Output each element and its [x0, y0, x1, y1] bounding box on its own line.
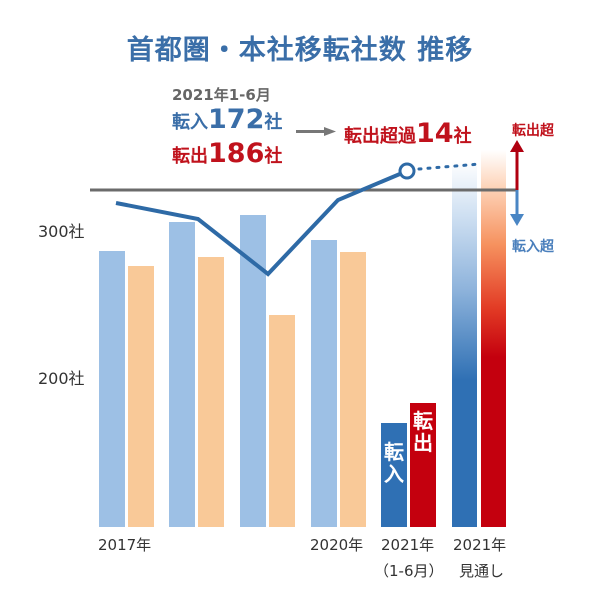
- annotation-excess: 転出超過14社: [344, 118, 472, 149]
- annotation-excess-label: 転出超過: [344, 126, 416, 147]
- annotation-excess-value: 14: [416, 118, 454, 149]
- annotation-in: 転入172社: [172, 104, 282, 135]
- x-label-2021h1: 2021年: [381, 536, 435, 554]
- net-trend-marker: [398, 162, 416, 180]
- x-label-2017: 2017年: [98, 536, 152, 554]
- bar-2021-forecast-out: [481, 150, 506, 527]
- arrow-right-icon: [296, 127, 336, 136]
- chart-title: 首都圏・本社移転社数 推移: [126, 35, 474, 66]
- x-label-2020: 2020年: [310, 536, 364, 554]
- bar-2019-in: [240, 215, 266, 527]
- bar-2021h1-in: [381, 423, 407, 527]
- bar-2020-in: [311, 240, 337, 527]
- y-tick-300: 300社: [38, 222, 85, 241]
- y-tick-200: 200社: [38, 369, 85, 388]
- annotation-in-label: 転入: [172, 112, 208, 133]
- bar-2018-in: [169, 222, 195, 527]
- annotation-period: 2021年1-6月: [172, 86, 271, 104]
- x-label-2021-forecast: 2021年: [453, 536, 507, 554]
- bar-2021-forecast-in: [452, 160, 477, 527]
- annotation-out-label: 転出: [172, 146, 208, 167]
- label-in-excess: 転入超: [512, 239, 554, 255]
- x-label-2021h1-sub: （1-6月）: [374, 562, 444, 580]
- bar-2021h1-out: [410, 403, 436, 527]
- annotation-out-value: 186: [208, 138, 265, 169]
- arrow-down-icon: [510, 190, 524, 226]
- annotation-in-unit: 社: [264, 112, 283, 133]
- bar-2018-out: [198, 257, 224, 527]
- annotation-out: 転出186社: [172, 138, 282, 169]
- bar-2021h1-out-label: 転出: [413, 409, 433, 455]
- bar-2017-out: [128, 266, 154, 527]
- bar-2021h1-in-label: 転入: [384, 440, 404, 486]
- annotation-out-unit: 社: [264, 146, 283, 167]
- x-label-2021-forecast-sub: 見通し: [459, 562, 505, 580]
- bar-2020-out: [340, 252, 366, 527]
- label-out-excess: 転出超: [512, 123, 554, 139]
- annotation-in-value: 172: [208, 104, 265, 135]
- annotation-excess-unit: 社: [453, 126, 472, 147]
- arrow-up-icon: [510, 140, 524, 192]
- bar-2017-in: [99, 251, 125, 527]
- bar-2019-out: [269, 315, 295, 527]
